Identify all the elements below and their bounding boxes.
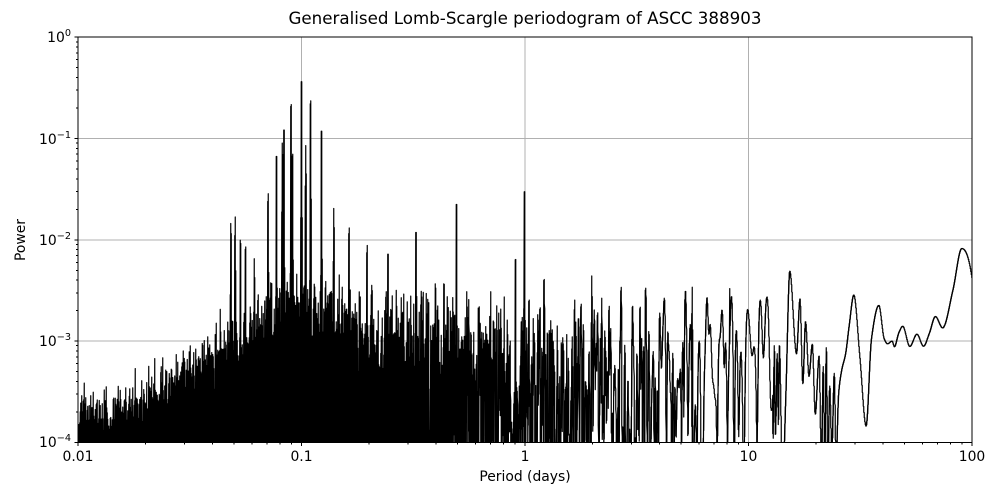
y-tick-exponent: −2 <box>56 230 71 242</box>
y-tick-label: 10−4 <box>39 434 71 452</box>
x-tick-label: 100 <box>958 448 986 465</box>
y-tick-label: 100 <box>47 28 71 46</box>
y-tick-exponent: −3 <box>56 332 71 344</box>
x-tick-label: 1 <box>520 448 530 465</box>
y-tick-exponent: 0 <box>64 28 71 40</box>
y-axis-label: Power <box>13 218 29 261</box>
chart-title: Generalised Lomb-Scargle periodogram of … <box>288 8 762 28</box>
x-tick-label: 0.1 <box>290 448 313 465</box>
y-tick-mantissa: 10 <box>39 333 57 350</box>
x-tick-label: 10 <box>739 448 758 465</box>
axes-frame <box>77 36 973 443</box>
y-tick-exponent: −4 <box>56 433 71 445</box>
y-tick-label: 10−3 <box>39 332 71 350</box>
y-tick-label: 10−1 <box>39 130 71 148</box>
y-tick-mantissa: 10 <box>39 131 57 148</box>
x-axis-label: Period (days) <box>479 469 571 486</box>
y-tick-mantissa: 10 <box>39 232 57 249</box>
periodogram-curve <box>78 81 972 443</box>
x-tick-label: 0.01 <box>62 448 94 465</box>
y-tick-mantissa: 10 <box>39 435 57 452</box>
y-tick-mantissa: 10 <box>47 30 65 46</box>
y-tick-label: 10−2 <box>39 231 71 249</box>
y-tick-exponent: −1 <box>56 129 71 141</box>
